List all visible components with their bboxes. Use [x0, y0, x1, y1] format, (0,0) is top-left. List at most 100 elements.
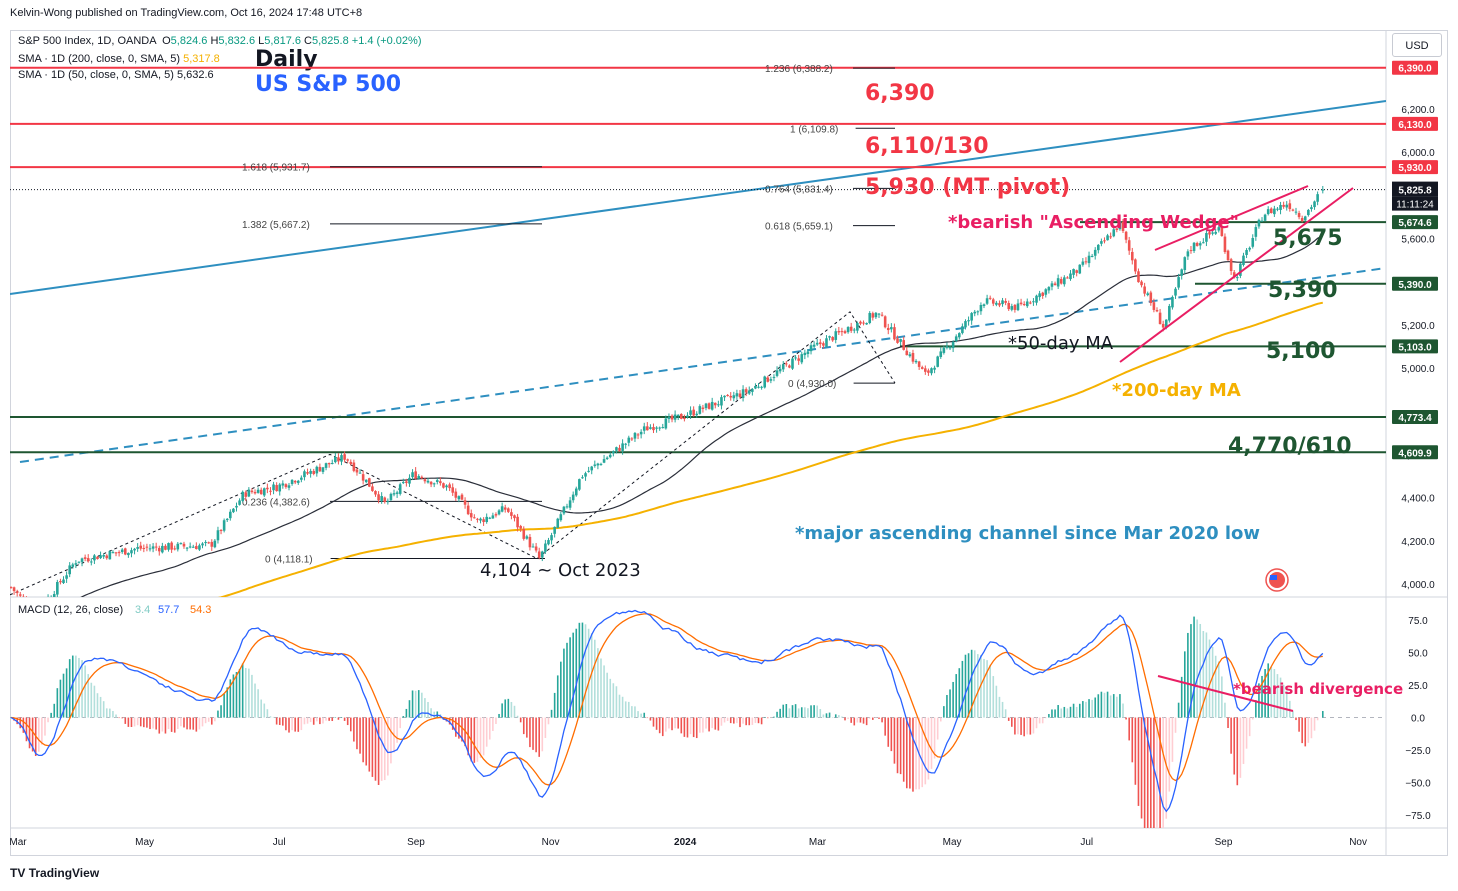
candle [979, 302, 983, 315]
candle-body [1211, 232, 1214, 234]
level-axis-tag-text: 6,130.0 [1398, 120, 1432, 131]
candle [1127, 236, 1131, 255]
candle [540, 550, 544, 562]
candle [343, 451, 346, 463]
candle-body [216, 530, 220, 541]
candle [448, 482, 451, 492]
candle [865, 322, 868, 325]
candle [154, 542, 158, 551]
candle-body [679, 414, 683, 419]
candle [837, 326, 841, 335]
candle-body [735, 393, 739, 397]
candle [451, 483, 455, 496]
candle-body [167, 543, 170, 550]
macd-hist-bar [1035, 717, 1038, 729]
candle [905, 346, 909, 356]
macd-hist-bar [424, 698, 426, 718]
macd-hist-bar [495, 717, 497, 725]
tradingview-logo-mark: TV [10, 866, 26, 880]
candle-body [701, 407, 705, 409]
currency-button[interactable]: USD [1392, 33, 1442, 57]
macd-hist-bar [461, 717, 463, 742]
candle [164, 544, 167, 551]
candle [550, 532, 553, 545]
macd-hist-bar [198, 717, 201, 730]
macd-hist-bar [1026, 717, 1029, 735]
candle-body [300, 477, 303, 480]
macd-hist-bar [232, 674, 235, 718]
candle [732, 391, 736, 402]
candle [1100, 238, 1103, 247]
macd-hist-bar [878, 717, 880, 719]
candle [151, 543, 155, 553]
macd-hist-bar [532, 717, 534, 750]
candle [1001, 297, 1004, 307]
candle [698, 404, 702, 415]
candle-body [646, 426, 649, 431]
candle [361, 470, 365, 485]
macd-hist-bar [977, 654, 979, 718]
candle [525, 534, 529, 540]
candle [266, 483, 269, 494]
candle-body [1174, 288, 1177, 296]
candle-body [1198, 243, 1202, 246]
candle-body [936, 356, 939, 367]
candle-body [235, 505, 238, 508]
macd-hist-bar [99, 696, 102, 718]
candle [86, 554, 90, 563]
candle [346, 458, 349, 463]
macd-hist-bar [612, 683, 615, 718]
candle-body [1106, 235, 1109, 241]
macd-hist-bar [408, 700, 411, 718]
macd-hist-bar [96, 693, 99, 718]
macd-hist-bar [853, 717, 856, 726]
sma50-legend[interactable]: SMA · 1D (50, close, 0, SMA, 5) 5,632.6 [18, 69, 214, 81]
candle-body [1279, 204, 1282, 210]
macd-axis-tick: 50.0 [1408, 649, 1428, 660]
candle [454, 488, 458, 501]
symbol-legend[interactable]: S&P 500 Index, 1D, OANDA O5,824.6 H5,832… [18, 35, 421, 47]
chart-frame [10, 30, 1448, 856]
candle [1171, 295, 1174, 310]
level-axis-tag-text: 5,390.0 [1398, 280, 1432, 291]
candle-body [1291, 209, 1295, 211]
macd-hist-bar [859, 717, 862, 723]
time-axis-label: Mar [9, 837, 27, 848]
candle [1025, 298, 1029, 308]
candle [1266, 206, 1270, 216]
macd-hist-bar [733, 717, 735, 724]
macd-hist-bar [127, 717, 130, 727]
candle-body [958, 333, 961, 338]
candle [723, 395, 726, 402]
candle [445, 484, 448, 491]
sma200-legend[interactable]: SMA · 1D (200, close, 0, SMA, 5) 5,317.8 [18, 53, 220, 65]
macd-hist-bar [1321, 711, 1324, 718]
candle-body [476, 518, 479, 520]
candle [880, 312, 884, 317]
candle [1198, 241, 1202, 250]
channel-upper-line [10, 100, 1386, 295]
candle-body [59, 580, 62, 583]
candle [10, 586, 13, 589]
candle-body [1121, 221, 1125, 232]
candle-body [491, 515, 495, 519]
macd-legend: MACD (12, 26, close) 3.4 57.7 54.3 [18, 604, 211, 616]
candle-body [114, 552, 118, 554]
candle-body [822, 343, 825, 346]
candle-body [86, 558, 90, 562]
macd-hist-bar [158, 717, 161, 734]
macd-hist-bar [173, 717, 176, 733]
macd-hist-bar [1143, 717, 1146, 828]
candle-body [510, 512, 513, 516]
candle-body [262, 488, 266, 496]
candle-body [1093, 249, 1097, 256]
macd-hist-bar [448, 717, 451, 725]
candle [275, 482, 278, 492]
candle [120, 548, 124, 554]
macd-hist-bar [1190, 624, 1192, 718]
candle [973, 309, 977, 317]
candle [1087, 251, 1091, 268]
candle [664, 415, 668, 430]
macd-hist-bar [1137, 717, 1140, 806]
